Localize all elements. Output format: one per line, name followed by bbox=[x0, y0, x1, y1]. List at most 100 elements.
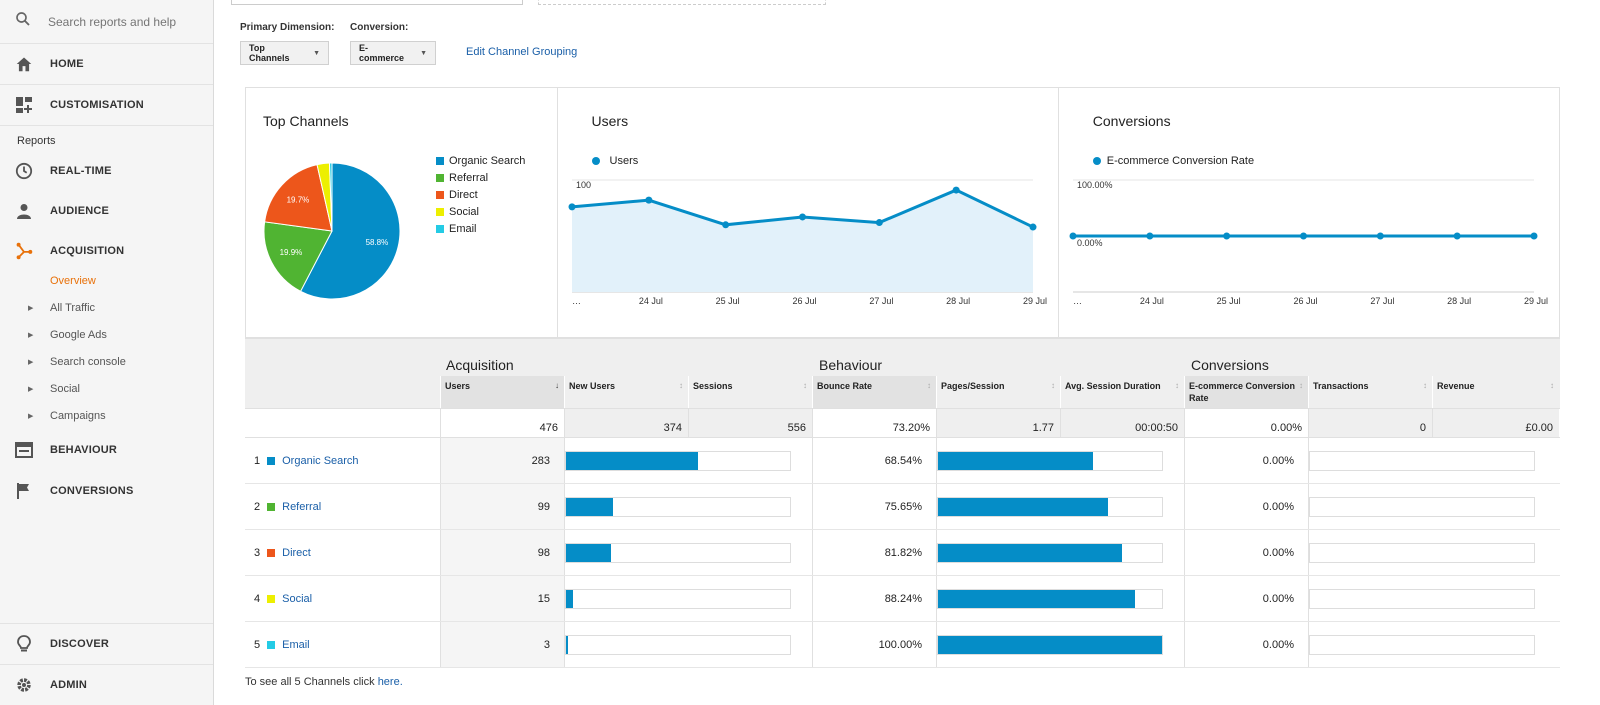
sidebar-item-acquisition[interactable]: ACQUISITION bbox=[0, 234, 213, 267]
conversion-rate-cell: 0.00% bbox=[1184, 622, 1308, 667]
pie-slice-label: 58.8% bbox=[366, 238, 389, 247]
sidebar-sub-overview[interactable]: Overview bbox=[50, 274, 96, 287]
legend-dot bbox=[591, 157, 600, 165]
data-point[interactable] bbox=[1029, 223, 1037, 231]
x-tick-label: … bbox=[1073, 296, 1082, 306]
data-point[interactable] bbox=[1069, 232, 1077, 240]
sidebar-item-label: CUSTOMISATION bbox=[50, 99, 144, 111]
pages-session-bar-track bbox=[937, 451, 1163, 471]
sidebar-item-real-time[interactable]: REAL-TIME bbox=[0, 154, 213, 187]
data-point[interactable] bbox=[721, 221, 729, 229]
data-point[interactable] bbox=[1299, 232, 1307, 240]
segment-box[interactable] bbox=[231, 0, 523, 5]
data-point[interactable] bbox=[644, 196, 652, 204]
data-point[interactable] bbox=[1222, 232, 1230, 240]
sidebar-item-admin[interactable]: ADMIN bbox=[0, 664, 213, 705]
sidebar-item-discover[interactable]: DISCOVER bbox=[0, 623, 213, 664]
table-row: 5 Email 3 100.00% 0.00% bbox=[245, 622, 1560, 668]
data-point[interactable] bbox=[875, 219, 883, 227]
channel-swatch bbox=[267, 456, 276, 465]
see-all-channels-link[interactable]: here. bbox=[377, 676, 403, 688]
conversion-rate-cell: 0.00% bbox=[1184, 576, 1308, 621]
channel-link[interactable]: Email bbox=[282, 638, 310, 651]
column-header-avg-session-duration[interactable]: Avg. Session Duration ↕ bbox=[1060, 376, 1184, 408]
column-header-pages-session[interactable]: Pages/Session ↕ bbox=[936, 376, 1060, 408]
sidebar-sub-social[interactable]: ▶ Social bbox=[0, 375, 213, 402]
sort-arrow-icon: ↕ bbox=[1299, 381, 1303, 390]
pie-slice-direct[interactable] bbox=[264, 164, 333, 232]
add-segment-box[interactable] bbox=[538, 0, 826, 5]
data-point[interactable] bbox=[1376, 232, 1384, 240]
transactions-bar-track bbox=[1309, 543, 1535, 563]
channel-link[interactable]: Social bbox=[282, 592, 313, 605]
legend-label: Users bbox=[609, 155, 639, 167]
pages-session-bar-cell bbox=[936, 530, 1184, 575]
sidebar-item-customisation[interactable]: CUSTOMISATION bbox=[0, 85, 213, 126]
search-icon[interactable] bbox=[14, 10, 32, 33]
column-header-bounce-rate[interactable]: Bounce Rate ↕ bbox=[812, 376, 936, 408]
sidebar-sub-campaigns[interactable]: ▶ Campaigns bbox=[0, 402, 213, 429]
data-point[interactable] bbox=[1146, 232, 1154, 240]
sidebar-item-label: ADMIN bbox=[50, 679, 88, 691]
column-header-e-commerce-conversion-rate[interactable]: E-commerce Conversion Rate ↕ bbox=[1184, 376, 1308, 408]
sidebar-sub-all-traffic[interactable]: ▶ All Traffic bbox=[0, 294, 213, 321]
transactions-bar-cell bbox=[1308, 576, 1559, 621]
transactions-bar-cell bbox=[1308, 622, 1559, 667]
flag-icon bbox=[14, 481, 34, 501]
column-header-users[interactable]: Users ↓ bbox=[440, 376, 564, 408]
dropdown-value: E-commerce bbox=[359, 43, 405, 63]
pages-session-bar bbox=[938, 590, 1136, 608]
bounce-rate-cell: 68.54% bbox=[812, 438, 936, 483]
dashboard-icon bbox=[14, 95, 34, 115]
sidebar-item-home[interactable]: HOME bbox=[0, 44, 213, 85]
data-point[interactable] bbox=[952, 186, 960, 194]
channel-link[interactable]: Referral bbox=[282, 500, 322, 513]
table-group-header: Acquisition Behaviour Conversions bbox=[245, 338, 1560, 376]
new-users-bar bbox=[566, 544, 611, 562]
data-point[interactable] bbox=[1453, 232, 1461, 240]
column-header-revenue[interactable]: Revenue ↕ bbox=[1432, 376, 1559, 408]
channel-link[interactable]: Organic Search bbox=[282, 454, 359, 467]
triangle-right-icon: ▶ bbox=[28, 331, 34, 339]
column-header-transactions[interactable]: Transactions ↕ bbox=[1308, 376, 1432, 408]
group-behaviour: Behaviour bbox=[819, 357, 883, 373]
total-cell: 556 bbox=[688, 409, 812, 437]
legend-swatch bbox=[436, 224, 444, 233]
pie-slice-email[interactable] bbox=[328, 162, 333, 232]
total-cell: 476 bbox=[440, 409, 564, 437]
total-cell: 00:00:50 bbox=[1060, 409, 1184, 437]
sidebar-sub-google-ads[interactable]: ▶ Google Ads bbox=[0, 321, 213, 348]
pie-chart[interactable]: 58.8% 19.9% 19.7% bbox=[262, 161, 402, 301]
sidebar-item-behaviour[interactable]: BEHAVIOUR bbox=[0, 429, 213, 470]
new-users-bar bbox=[566, 498, 614, 516]
bounce-rate-cell: 75.65% bbox=[812, 484, 936, 529]
data-point[interactable] bbox=[568, 203, 576, 211]
conversion-label: Conversion: bbox=[350, 22, 409, 33]
column-header-label: Sessions bbox=[693, 381, 733, 391]
column-header-new-users[interactable]: New Users ↕ bbox=[564, 376, 688, 408]
pages-session-bar-track bbox=[937, 635, 1163, 655]
primary-dimension-dropdown[interactable]: Top Channels ▼ bbox=[240, 41, 329, 65]
sidebar-item-conversions[interactable]: CONVERSIONS bbox=[0, 470, 213, 511]
search-input[interactable] bbox=[48, 14, 198, 29]
column-header-sessions[interactable]: Sessions ↕ bbox=[688, 376, 812, 408]
triangle-right-icon: ▶ bbox=[28, 358, 34, 366]
channel-link[interactable]: Direct bbox=[282, 546, 311, 559]
table-row: 2 Referral 99 75.65% 0.00% bbox=[245, 484, 1560, 530]
pie-slice-organic-search[interactable] bbox=[299, 162, 401, 300]
pie-slice-referral[interactable] bbox=[263, 221, 333, 292]
channel-cell: 5 Email bbox=[245, 622, 440, 667]
users-cell: 3 bbox=[440, 622, 564, 667]
conversions-line-chart[interactable]: 100.00% 0.00% … 24 Jul 25 Jul 26 Jul 27 Jul 28 … bbox=[1059, 88, 1560, 339]
conversion-dropdown[interactable]: E-commerce ▼ bbox=[350, 41, 436, 65]
sort-arrow-icon: ↕ bbox=[927, 381, 931, 390]
sidebar-sub-label: All Traffic bbox=[50, 301, 96, 314]
sidebar-item-audience[interactable]: AUDIENCE bbox=[0, 187, 213, 234]
column-header-label: Bounce Rate bbox=[817, 381, 873, 391]
edit-channel-grouping-link[interactable]: Edit Channel Grouping bbox=[466, 46, 578, 58]
legend-item: Organic Search bbox=[436, 152, 525, 169]
data-point[interactable] bbox=[1530, 232, 1538, 240]
data-point[interactable] bbox=[798, 213, 806, 221]
sidebar-sub-search-console[interactable]: ▶ Search console bbox=[0, 348, 213, 375]
